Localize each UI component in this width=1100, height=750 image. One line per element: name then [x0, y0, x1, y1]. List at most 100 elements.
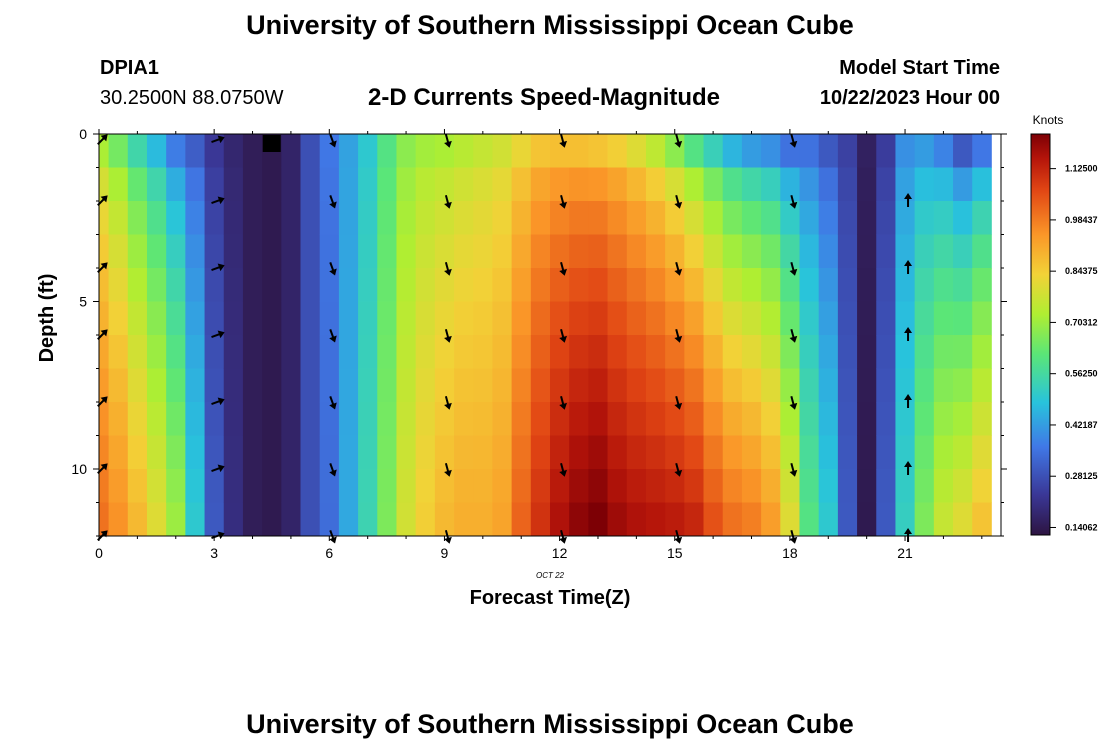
heatmap-cell [645, 167, 666, 202]
heatmap-cell [99, 469, 109, 503]
heatmap-cell [818, 469, 839, 503]
x-tick-label: 18 [782, 545, 798, 561]
heatmap-cell [626, 167, 647, 202]
heatmap-cell [358, 201, 378, 235]
heatmap-cell [146, 301, 167, 336]
heatmap-cell [799, 502, 820, 537]
heatmap-cell [99, 134, 109, 168]
heatmap-cell [300, 234, 321, 269]
heatmap-cell [473, 234, 493, 269]
heatmap-cell [434, 368, 455, 403]
heatmap-cell [818, 368, 839, 403]
heatmap-cell [223, 368, 244, 403]
heatmap-cell [722, 335, 743, 369]
heatmap-cell [223, 234, 244, 269]
heatmap-cell [972, 469, 992, 503]
heatmap-cell [857, 402, 877, 436]
heatmap-cell [837, 167, 858, 202]
heatmap-cell [665, 167, 685, 202]
heatmap-cell [415, 335, 436, 369]
heatmap-cell [799, 435, 820, 470]
heatmap-cell [684, 402, 704, 436]
heatmap-cell [127, 268, 148, 302]
heatmap-cell [665, 502, 685, 537]
date-label: OCT 22 [536, 571, 565, 580]
footer-title: University of Southern Mississippi Ocean… [246, 709, 854, 739]
heatmap-cell [185, 301, 205, 336]
heatmap-cell [338, 335, 359, 369]
vector-arrow [674, 261, 683, 276]
heatmap-cell [319, 402, 340, 436]
heatmap-cell [319, 234, 340, 269]
heatmap-cell [511, 402, 532, 436]
heatmap-cell [588, 435, 608, 470]
heatmap-cell [895, 268, 916, 302]
vector-arrow [444, 133, 452, 148]
heatmap-cell [223, 469, 244, 503]
heatmap-cell [434, 268, 455, 302]
heatmap-cell [492, 435, 513, 470]
heatmap-cell [108, 234, 129, 269]
heatmap-cell [146, 234, 167, 269]
heatmap-cell [626, 402, 647, 436]
heatmap-cell [454, 268, 474, 302]
heatmap-cell [300, 301, 321, 336]
heatmap-cell [550, 335, 570, 369]
heatmap-cell [550, 268, 570, 302]
heatmap-cell [799, 234, 820, 269]
heatmap-cell [876, 435, 896, 470]
heatmap-cell [953, 402, 973, 436]
heatmap-cell [396, 502, 417, 537]
heatmap-cell [358, 301, 378, 336]
heatmap-cell [703, 167, 724, 202]
heatmap-cell [837, 335, 858, 369]
colorbar-ticks: 1.12500 0.98437 0.84375 0.70312 0.56250 0.421… [1050, 164, 1098, 532]
x-tick-label: 9 [441, 545, 449, 561]
heatmap-cell [626, 368, 647, 403]
heatmap-cell [281, 335, 301, 369]
heatmap-cell [665, 368, 685, 403]
heatmap-cell [281, 469, 301, 503]
heatmap-cell [972, 134, 992, 168]
heatmap-cell [262, 234, 282, 269]
heatmap-cell [665, 134, 685, 168]
heatmap-cell [300, 502, 321, 537]
heatmap-cell [204, 402, 225, 436]
heatmap-cell [665, 469, 685, 503]
heatmap-cell [454, 335, 474, 369]
model-start-label: Model Start Time [839, 57, 1000, 79]
heatmap-cell [166, 368, 186, 403]
heatmap-cell [530, 368, 551, 403]
heatmap-cell [722, 402, 743, 436]
heatmap-cell [857, 469, 877, 503]
vector-arrow [211, 330, 225, 339]
heatmap-cell [607, 469, 628, 503]
vector-arrow [444, 261, 452, 276]
vector-arrow [674, 395, 683, 410]
heatmap-cell [108, 435, 129, 470]
heatmap-cell [415, 167, 436, 202]
heatmap-cell [837, 268, 858, 302]
heatmap-cell [626, 469, 647, 503]
heatmap-cell [319, 368, 340, 403]
heatmap-cell [550, 502, 570, 537]
heatmap-cell [377, 134, 397, 168]
heatmap-cell [415, 435, 436, 470]
vector-arrow [444, 194, 452, 209]
heatmap-cell [684, 268, 704, 302]
heatmap-cell [741, 502, 762, 537]
heatmap-cell [895, 234, 916, 269]
vector-arrow [904, 327, 913, 341]
heatmap-cell [588, 301, 608, 336]
heatmap-cell [473, 469, 493, 503]
heatmap-cell [396, 234, 417, 269]
heatmap-cell [530, 201, 551, 235]
heatmap-cell [722, 368, 743, 403]
heatmap-cell [492, 402, 513, 436]
heatmap-cell [953, 201, 973, 235]
heatmap-cell [530, 435, 551, 470]
heatmap-cell [415, 368, 436, 403]
heatmap-cell [338, 435, 359, 470]
heatmap-cell [511, 268, 532, 302]
heatmap-cell [626, 234, 647, 269]
